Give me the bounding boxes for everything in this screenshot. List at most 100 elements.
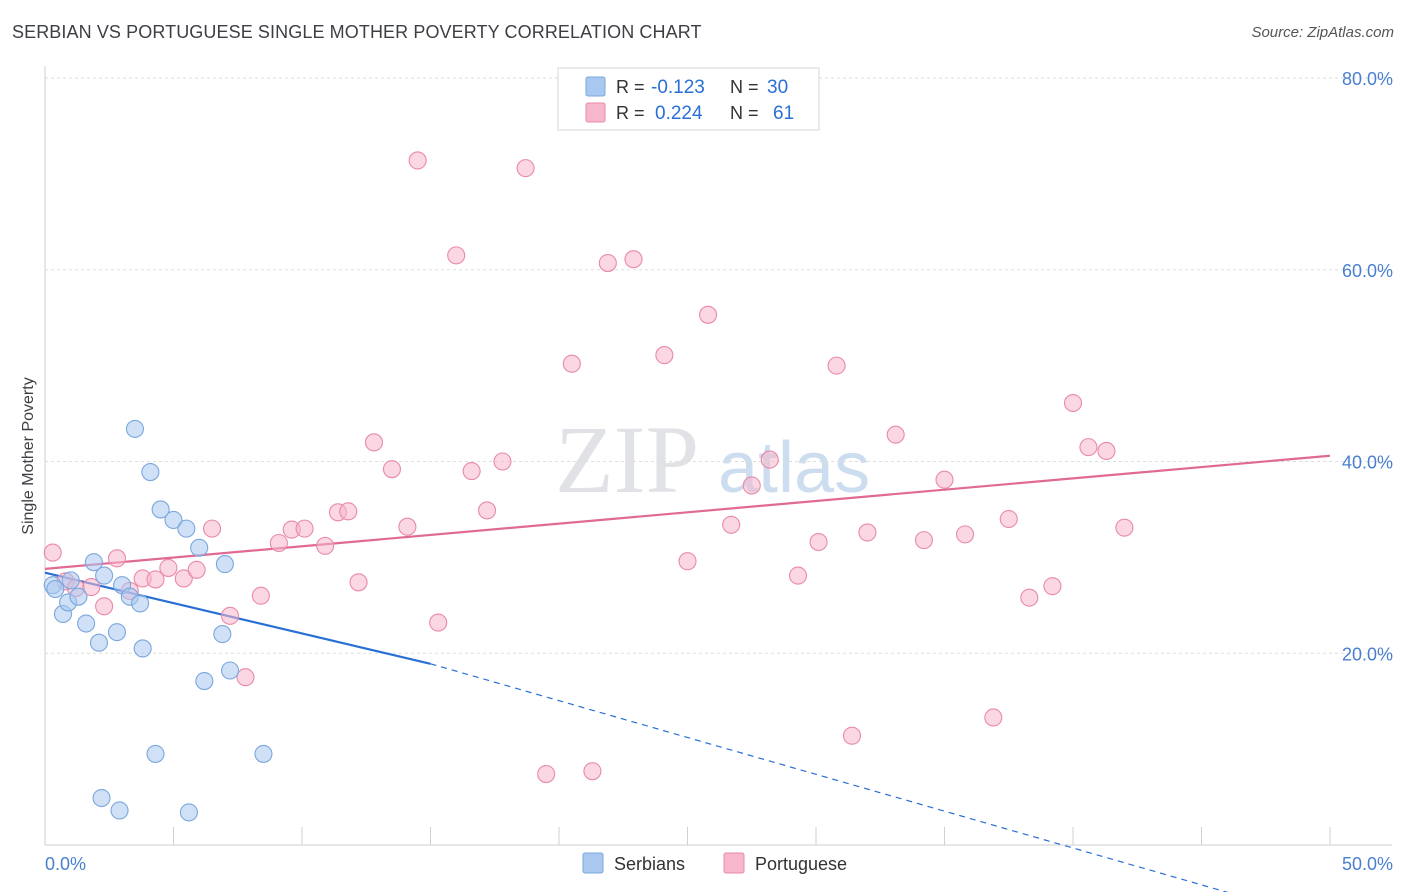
legend-portuguese-swatch bbox=[723, 852, 745, 874]
portuguese-point-19 bbox=[316, 536, 335, 555]
series-legend: Serbians Portuguese bbox=[582, 852, 847, 874]
portuguese-point-49 bbox=[886, 425, 905, 444]
portuguese-point-14 bbox=[236, 668, 255, 687]
portuguese-point-46 bbox=[827, 356, 846, 375]
data-points bbox=[43, 151, 1134, 822]
serbian-point-28 bbox=[220, 661, 240, 680]
portuguese-point-48 bbox=[858, 523, 877, 542]
portuguese-point-24 bbox=[382, 460, 402, 479]
portuguese-point-21 bbox=[339, 502, 358, 521]
watermark-atlas: atlas bbox=[718, 428, 870, 508]
portuguese-point-5 bbox=[107, 549, 127, 568]
portuguese-point-4 bbox=[95, 597, 114, 616]
portuguese-point-22 bbox=[349, 573, 368, 592]
serbian-point-22 bbox=[177, 519, 196, 538]
stats-legend: R = -0.123 N = 30 R = 0.224 N = 61 bbox=[557, 67, 820, 131]
serbian-point-17 bbox=[133, 639, 152, 658]
portuguese-point-0 bbox=[43, 543, 62, 562]
portuguese-point-11 bbox=[187, 560, 206, 579]
stats-legend-portuguese-swatch bbox=[585, 102, 606, 123]
portuguese-point-32 bbox=[516, 159, 535, 178]
serbian-point-11 bbox=[107, 623, 127, 642]
portuguese-point-44 bbox=[788, 566, 808, 585]
serbian-point-7 bbox=[84, 553, 103, 572]
x-tick-label-min: 0.0% bbox=[45, 854, 86, 874]
watermark-zip: ZIP bbox=[555, 406, 699, 513]
portuguese-point-28 bbox=[447, 246, 466, 265]
portuguese-point-57 bbox=[1063, 393, 1083, 413]
portuguese-point-30 bbox=[477, 501, 497, 520]
portuguese-point-43 bbox=[760, 450, 779, 469]
axes bbox=[44, 66, 1392, 846]
portuguese-point-47 bbox=[842, 726, 862, 745]
portuguese-point-52 bbox=[956, 525, 975, 544]
y-tick-label: 40.0% bbox=[1342, 453, 1393, 473]
portuguese-point-36 bbox=[598, 253, 617, 273]
y-tick-label: 20.0% bbox=[1342, 644, 1393, 664]
portuguese-point-10 bbox=[174, 569, 193, 588]
portuguese-point-13 bbox=[220, 606, 240, 625]
portuguese-point-12 bbox=[203, 519, 222, 538]
serbian-point-10 bbox=[95, 566, 114, 585]
portuguese-point-15 bbox=[251, 586, 270, 605]
serbian-point-8 bbox=[89, 633, 109, 652]
stats-legend-portuguese-n-label: N = bbox=[730, 103, 759, 123]
portuguese-point-45 bbox=[809, 532, 828, 552]
serbian-point-27 bbox=[215, 555, 234, 574]
portuguese-point-56 bbox=[1043, 577, 1062, 596]
stats-legend-portuguese-r-value: 0.224 bbox=[655, 103, 703, 124]
portuguese-point-40 bbox=[699, 305, 718, 324]
stats-legend-portuguese-n-value: 61 bbox=[773, 103, 794, 124]
portuguese-point-59 bbox=[1097, 441, 1116, 461]
portuguese-point-39 bbox=[678, 552, 697, 571]
stats-legend-serbians-n-label: N = bbox=[730, 77, 759, 97]
portuguese-point-50 bbox=[914, 531, 933, 550]
serbian-point-15 bbox=[125, 419, 144, 438]
legend-serbians-label: Serbians bbox=[614, 854, 685, 874]
portuguese-point-54 bbox=[999, 509, 1018, 529]
serbian-point-21 bbox=[164, 510, 183, 530]
stats-legend-serbians-swatch bbox=[585, 76, 606, 97]
serbian-point-5 bbox=[69, 587, 88, 606]
serbian-point-9 bbox=[92, 788, 111, 808]
y-tick-label: 80.0% bbox=[1342, 69, 1393, 89]
portuguese-point-34 bbox=[562, 354, 581, 373]
portuguese-point-29 bbox=[462, 462, 481, 481]
portuguese-point-31 bbox=[493, 452, 512, 471]
portuguese-point-3 bbox=[82, 578, 101, 597]
portuguese-point-53 bbox=[984, 708, 1003, 727]
serbian-trend-extension bbox=[430, 663, 1229, 892]
portuguese-point-26 bbox=[408, 151, 427, 170]
portuguese-point-23 bbox=[364, 433, 384, 452]
portuguese-point-58 bbox=[1079, 438, 1098, 457]
portuguese-point-33 bbox=[537, 765, 556, 784]
serbian-point-16 bbox=[131, 594, 150, 613]
serbian-point-1 bbox=[46, 579, 65, 599]
serbian-point-29 bbox=[254, 744, 273, 763]
portuguese-point-35 bbox=[583, 762, 602, 781]
stats-legend-portuguese-r-label: R = bbox=[616, 103, 645, 123]
portuguese-point-18 bbox=[295, 519, 314, 538]
portuguese-point-51 bbox=[935, 470, 954, 489]
portuguese-point-55 bbox=[1020, 588, 1039, 607]
stats-legend-serbians-r-label: R = bbox=[616, 77, 645, 97]
serbian-point-6 bbox=[77, 614, 96, 633]
serbian-point-20 bbox=[151, 500, 170, 519]
source-credit: Source: ZipAtlas.com bbox=[1251, 24, 1394, 41]
portuguese-point-38 bbox=[655, 346, 674, 365]
portuguese-point-37 bbox=[624, 250, 643, 269]
stats-legend-serbians-r-value: -0.123 bbox=[651, 77, 705, 98]
portuguese-point-9 bbox=[159, 558, 178, 577]
watermark: ZIP atlas bbox=[555, 406, 870, 513]
tick-labels: 20.0% 40.0% 60.0% 80.0% 0.0% 50.0% bbox=[45, 69, 1393, 874]
portuguese-point-27 bbox=[429, 613, 448, 632]
portuguese-point-42 bbox=[742, 476, 761, 495]
chart-title: SERBIAN VS PORTUGUESE SINGLE MOTHER POVE… bbox=[12, 22, 702, 42]
x-tick-label-max: 50.0% bbox=[1342, 854, 1393, 874]
serbian-point-23 bbox=[179, 803, 198, 822]
gridlines bbox=[45, 77, 1392, 654]
serbian-point-24 bbox=[190, 538, 209, 557]
stats-legend-serbians-n-value: 30 bbox=[767, 77, 788, 98]
serbian-point-4 bbox=[61, 571, 80, 590]
